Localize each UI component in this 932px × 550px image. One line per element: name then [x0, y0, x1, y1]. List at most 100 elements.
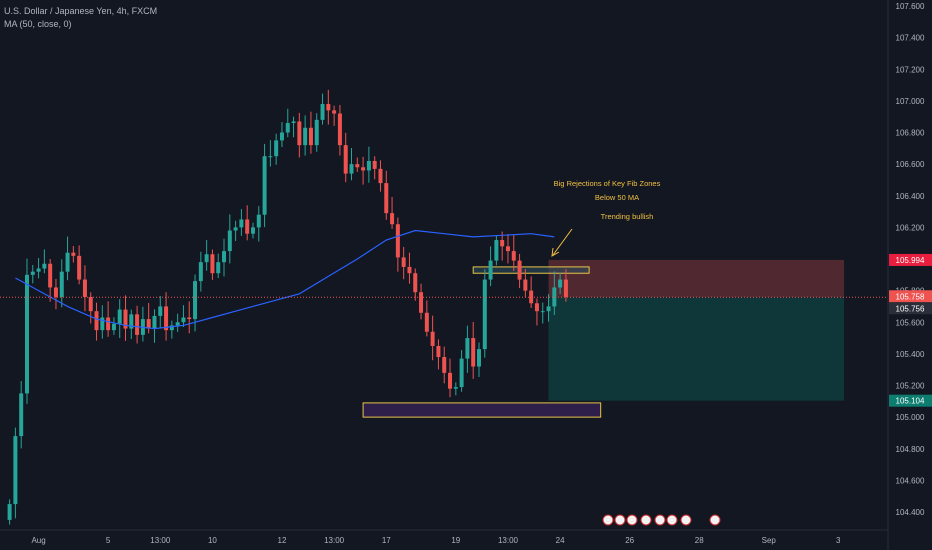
candle-body [204, 254, 209, 263]
event-flag-icon[interactable] [614, 514, 626, 526]
candle-body [303, 127, 308, 146]
y-tick-label: 106.800 [896, 129, 925, 138]
candle-body [256, 214, 261, 228]
candle-body [471, 338, 476, 367]
y-tick-label: 105.400 [896, 350, 925, 359]
candle-body [158, 306, 163, 316]
y-tick-label: 106.600 [896, 160, 925, 169]
price-badge [889, 290, 932, 303]
y-tick-label: 104.800 [896, 445, 925, 454]
candle-body [552, 287, 557, 307]
candle-body [82, 279, 87, 297]
x-tick-label: 3 [836, 536, 841, 545]
candle-body [181, 317, 186, 323]
candle-body [59, 271, 64, 297]
candle-body [42, 263, 47, 269]
candle-body [65, 252, 70, 272]
candle-body [53, 287, 58, 297]
y-tick-label: 106.400 [896, 192, 925, 201]
candle-body [36, 268, 41, 272]
chart-legend: U.S. Dollar / Japanese Yen, 4h, FXCM MA … [4, 5, 157, 31]
candle-body [245, 219, 250, 234]
price-badge [889, 253, 932, 266]
candle-body [366, 160, 371, 171]
candle-body [424, 312, 429, 332]
fib-rejection-box[interactable] [472, 266, 590, 274]
candle-body [210, 254, 215, 274]
time-axis[interactable]: Aug 5 13:00 10 12 13:00 17 19 13:00 24 26 28 Sep 3 [31, 536, 841, 545]
annotation-text[interactable]: Below 50 MA [595, 193, 639, 202]
candle-body [320, 104, 325, 120]
candle-body [476, 349, 481, 367]
event-flag-icon[interactable] [666, 514, 678, 526]
candle-body [459, 358, 464, 388]
candle-body [169, 325, 174, 331]
candle-body [297, 121, 302, 146]
candle-body [465, 338, 470, 359]
candle-body [534, 303, 539, 312]
candle-body [488, 260, 493, 280]
price-badge [889, 302, 932, 315]
event-flag-icon[interactable] [626, 514, 638, 526]
candle-body [401, 257, 406, 267]
demand-zone-box[interactable] [362, 402, 602, 418]
candle-body [558, 279, 563, 288]
candle-body [436, 345, 441, 358]
annotation-arrow [552, 228, 573, 256]
x-tick-label: 28 [695, 536, 704, 545]
x-tick-label: 24 [556, 536, 565, 545]
y-tick-label: 104.400 [896, 508, 925, 517]
candle-body [216, 262, 221, 274]
ma-line [15, 229, 555, 330]
candle-body [129, 314, 134, 329]
candle-body [448, 372, 453, 389]
x-tick-label: 12 [278, 536, 287, 545]
candle-body [523, 279, 528, 291]
candle-body [540, 311, 545, 313]
price-badge-label: 105.756 [896, 304, 925, 313]
price-badge-label: 105.104 [896, 397, 925, 406]
take-profit-zone[interactable] [548, 297, 845, 401]
candle-body [187, 317, 192, 320]
candle-body [146, 319, 151, 329]
price-axis[interactable]: 107.600 107.400 107.200 107.000 106.800 106.6… [889, 2, 932, 517]
annotation-text[interactable]: Big Rejections of Key Fib Zones [554, 179, 661, 188]
candle-body [291, 121, 296, 124]
candle-body [384, 183, 389, 214]
candle-body [430, 331, 435, 346]
candle-body [13, 436, 18, 505]
candle-body [227, 230, 232, 252]
indicator-title[interactable]: MA (50, close, 0) [4, 19, 72, 29]
candle-body [494, 240, 499, 261]
event-flag-icon[interactable] [654, 514, 666, 526]
candle-body [274, 140, 279, 157]
candle-body [111, 323, 116, 331]
event-flag-icon[interactable] [680, 514, 692, 526]
y-tick-label: 105.200 [896, 382, 925, 391]
x-tick-label: 13:00 [324, 536, 345, 545]
candle-body [77, 255, 82, 280]
candle-body [372, 160, 377, 169]
stop-loss-zone[interactable] [548, 259, 845, 298]
candle-body [250, 227, 255, 234]
event-flag-icon[interactable] [709, 514, 721, 526]
candles [7, 89, 568, 525]
candle-body [262, 156, 267, 215]
y-tick-label: 104.600 [896, 476, 925, 485]
candle-body [106, 317, 111, 331]
annotation-text[interactable]: Trending bullish [601, 212, 654, 221]
events-icons[interactable] [602, 514, 721, 526]
y-tick-label: 106.200 [896, 223, 925, 232]
candle-body [314, 119, 319, 146]
candle-body [308, 127, 313, 146]
candle-body [233, 227, 238, 231]
candle-body [390, 213, 395, 225]
candle-body [152, 315, 157, 329]
candle-body [419, 292, 424, 313]
price-badge [889, 394, 932, 407]
symbol-title[interactable]: U.S. Dollar / Japanese Yen, 4h, FXCM [4, 6, 158, 16]
event-flag-icon[interactable] [602, 514, 614, 526]
candle-body [279, 132, 284, 141]
event-flag-icon[interactable] [640, 514, 652, 526]
